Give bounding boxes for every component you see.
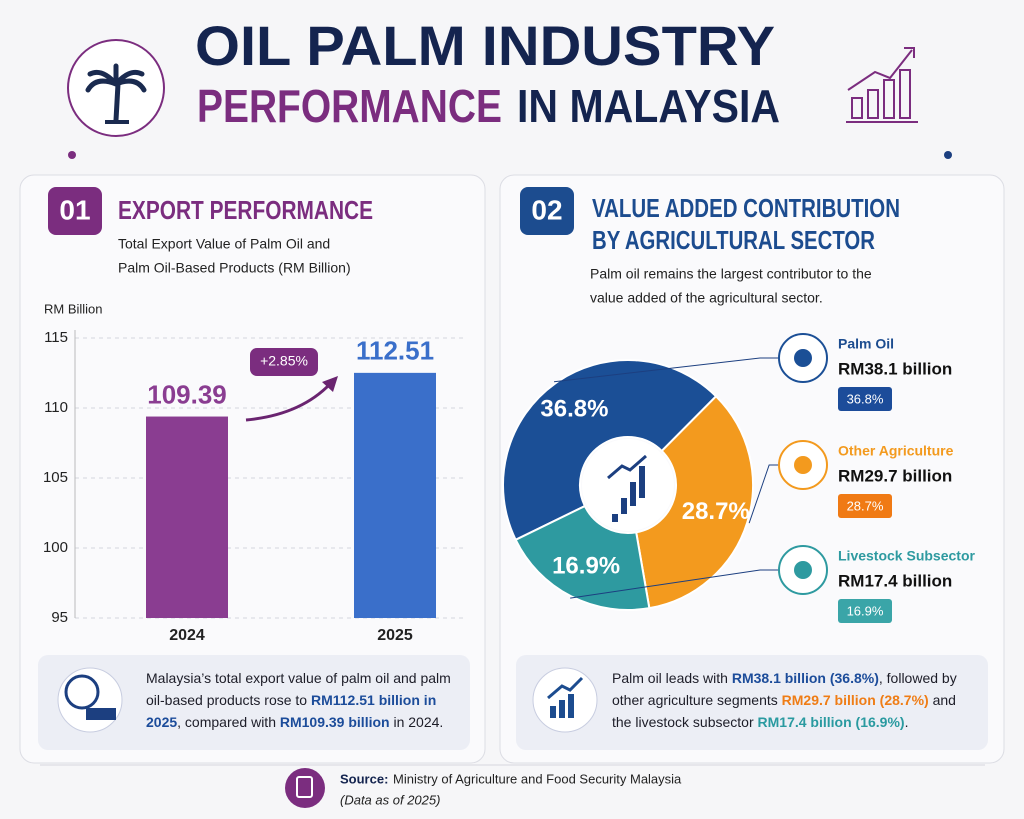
note-emphasis: RM112.51 billion in 2025	[146, 692, 437, 730]
y-axis-label: RM Billion	[44, 301, 103, 316]
x-tick-label: 2024	[169, 627, 205, 644]
header-chart-icon	[846, 47, 918, 123]
legend-badge-label: 28.7%	[847, 498, 884, 513]
bar-value-label: 112.51	[356, 336, 434, 366]
leader-line	[748, 464, 779, 524]
legend-amount: RM29.7 billion	[838, 466, 952, 485]
center-icon-bar	[621, 498, 627, 514]
note-text: and the livestock subsector	[612, 692, 956, 730]
y-tick-label: 105	[43, 469, 68, 486]
legend-badge	[838, 599, 892, 623]
source-icon	[285, 768, 325, 808]
center-icon-arrow	[607, 454, 647, 480]
note-text: , compared with	[177, 714, 280, 730]
globe-icon	[64, 674, 100, 710]
note-emphasis: RM17.4 billion (16.9%)	[757, 714, 905, 730]
note: Malaysia’s total export value of palm oi…	[146, 667, 461, 733]
title-line1: OIL PALM INDUSTRY	[195, 14, 775, 77]
y-tick-label: 100	[43, 539, 68, 556]
slice-label: 16.9%	[552, 552, 620, 579]
note-emphasis: RM109.39 billion	[279, 714, 390, 730]
badge-number: 01	[59, 194, 90, 225]
note-box	[516, 655, 988, 750]
source-text: Ministry of Agriculture and Food Securit…	[393, 771, 682, 786]
bar	[146, 416, 228, 618]
note-text: Palm oil leads with	[612, 670, 732, 686]
pie-center	[582, 439, 674, 531]
y-tick-label: 95	[51, 609, 68, 626]
center-icon-bar	[639, 466, 645, 498]
panel-subtitle: Total Export Value of Palm Oil and	[118, 236, 330, 252]
badge-number: 02	[531, 194, 562, 225]
annotation-box	[250, 348, 318, 376]
note-emphasis: RM38.1 billion (36.8%)	[731, 670, 879, 686]
legend-name: Livestock Subsector	[838, 548, 975, 564]
annotation-arrow	[245, 382, 332, 422]
source-label: Source:	[340, 771, 388, 786]
title-line2b: IN MALAYSIA	[517, 80, 780, 132]
legend-name: Other Agriculture	[838, 443, 954, 459]
panel-subtitle: Palm Oil-Based Products (RM Billion)	[118, 260, 351, 276]
note-emphasis: RM29.7 billion (28.7%)	[781, 692, 929, 708]
center-icon-bar	[612, 514, 618, 522]
note-text: in 2024.	[389, 714, 444, 730]
y-tick-label: 115	[44, 329, 68, 346]
palm-icon	[85, 63, 147, 123]
legend-icon-glyph	[794, 561, 812, 579]
panel-title: VALUE ADDED CONTRIBUTION	[592, 193, 900, 223]
panel-subtitle: value added of the agricultural sector.	[590, 290, 823, 306]
chart-icon-arrow	[547, 676, 584, 700]
center-icon-bar	[630, 482, 636, 506]
legend-amount: RM38.1 billion	[838, 359, 952, 378]
annotation: +2.85%	[260, 353, 308, 369]
separator-dot	[68, 151, 76, 159]
separator-dot	[944, 151, 952, 159]
slice-label: 36.8%	[540, 396, 608, 423]
legend-badge-label: 16.9%	[847, 603, 884, 618]
title-line2a: PERFORMANCE	[197, 80, 502, 132]
annotation-arrowhead	[322, 376, 338, 392]
note-box	[38, 655, 470, 750]
note-text: .	[904, 714, 909, 730]
legend-badge	[838, 387, 892, 411]
slice-label: 28.7%	[682, 498, 750, 525]
x-tick-label: 2025	[377, 627, 413, 644]
legend-icon-glyph	[794, 349, 812, 367]
note: Palm oil leads with RM38.1 billion (36.8…	[612, 667, 957, 733]
pie-slice	[635, 394, 754, 610]
bar-value-label: 109.39	[147, 379, 227, 409]
source-date: (Data as of 2025)	[340, 792, 440, 807]
bar	[354, 372, 436, 618]
badge	[520, 187, 574, 235]
y-tick-label: 110	[44, 399, 68, 416]
leader-line	[553, 357, 779, 383]
legend-amount: RM17.4 billion	[838, 571, 952, 590]
legend-icon-glyph	[794, 456, 812, 474]
legend-badge	[838, 494, 892, 518]
panel-title: EXPORT PERFORMANCE	[118, 195, 373, 225]
leader-line	[570, 569, 779, 599]
badge	[48, 187, 102, 235]
pie-slice	[502, 359, 718, 542]
legend-badge-label: 36.8%	[847, 391, 884, 406]
chart-icon	[550, 694, 574, 718]
ship-icon	[86, 708, 116, 720]
legend-name: Palm Oil	[838, 336, 894, 352]
note-text: Malaysia’s total export value of palm oi…	[146, 670, 451, 708]
panel-subtitle: Palm oil remains the largest contributor…	[590, 266, 872, 282]
panel-title: BY AGRICULTURAL SECTOR	[592, 225, 875, 255]
note-text: , followed by other agriculture segments	[612, 670, 957, 708]
pie-slice	[514, 504, 651, 611]
doc-icon	[296, 776, 313, 798]
